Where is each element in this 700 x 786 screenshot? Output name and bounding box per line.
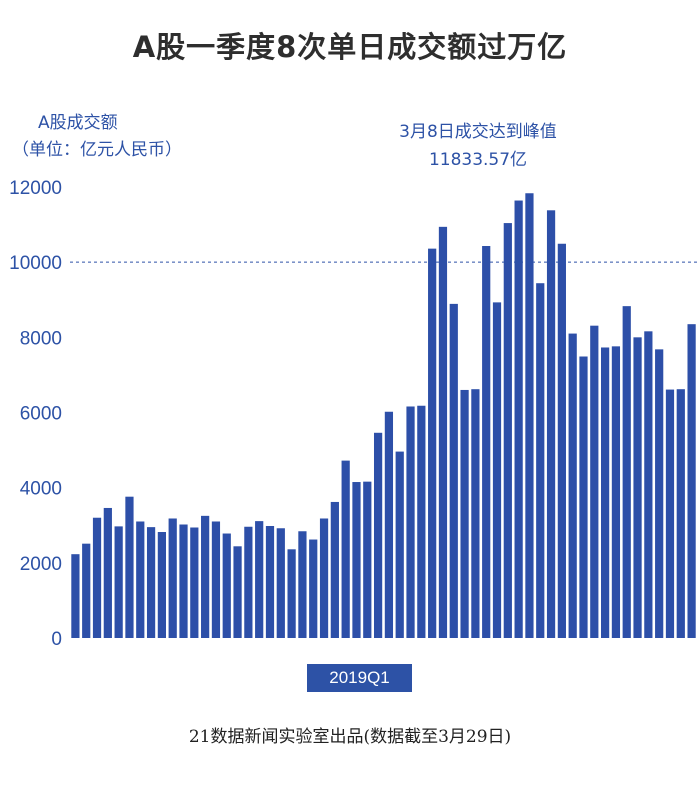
bar <box>601 347 610 638</box>
bar <box>341 460 350 638</box>
bar <box>633 337 642 638</box>
y-axis-label: A股成交额 （单位：亿元人民币） <box>12 110 182 164</box>
bar <box>687 324 696 638</box>
bar <box>546 210 556 639</box>
bar <box>655 349 664 638</box>
x-axis-label: 2019Q1 <box>307 664 412 692</box>
bar <box>579 356 588 638</box>
bar <box>276 528 285 638</box>
bar <box>352 482 361 638</box>
bar <box>590 325 599 638</box>
bar <box>438 226 448 638</box>
bar <box>503 223 512 638</box>
y-tick-label: 8000 <box>20 328 62 349</box>
bar <box>157 532 166 638</box>
bar-series <box>71 193 696 639</box>
bar <box>136 521 145 638</box>
bar <box>244 526 253 638</box>
bar <box>644 331 653 638</box>
bar <box>536 283 545 638</box>
peak-annotation: 3月8日成交达到峰值 11833.57亿 <box>348 118 608 174</box>
peak-annotation-line1: 3月8日成交达到峰值 <box>399 122 557 142</box>
bar <box>233 546 242 638</box>
bar <box>319 518 329 638</box>
bar <box>471 389 480 638</box>
bar <box>330 501 339 638</box>
y-tick-label: 12000 <box>9 178 62 199</box>
y-axis-label-line2: （单位：亿元人民币） <box>12 140 182 160</box>
bar <box>201 515 210 638</box>
peak-annotation-line2: 11833.57亿 <box>428 150 528 170</box>
y-tick-label: 0 <box>51 629 62 650</box>
bar <box>395 451 404 638</box>
bar <box>265 526 275 638</box>
chart-title: A股一季度8次单日成交额过万亿 <box>132 30 568 64</box>
y-tick-label: 2000 <box>20 554 62 575</box>
bar <box>82 543 91 638</box>
source-note: 21数据新闻实验室出品(数据截至3月29日) <box>188 727 512 747</box>
bar <box>676 389 685 638</box>
bar <box>514 200 523 638</box>
bar <box>179 524 188 638</box>
bar <box>114 526 123 638</box>
bar <box>298 531 307 638</box>
bar <box>373 432 383 638</box>
bar <box>255 521 264 638</box>
y-axis-ticks: 0 2000 4000 6000 8000 10000 12000 <box>9 178 62 650</box>
bar <box>482 246 491 638</box>
bar <box>449 303 458 638</box>
bar <box>428 248 437 638</box>
bar <box>611 346 621 638</box>
bar <box>211 521 221 638</box>
y-tick-label: 4000 <box>20 479 62 500</box>
bar <box>146 527 156 638</box>
bar <box>557 243 566 638</box>
bar <box>568 333 577 638</box>
y-tick-label: 10000 <box>9 253 62 274</box>
bar <box>190 527 199 638</box>
bar <box>363 481 372 638</box>
bar <box>406 406 415 638</box>
bar-chart: 0 2000 4000 6000 8000 10000 12000 <box>9 178 697 650</box>
bar <box>417 405 426 638</box>
bar <box>309 539 318 638</box>
bar <box>103 507 112 638</box>
bar <box>492 302 502 638</box>
bar <box>168 518 177 638</box>
bar <box>92 517 102 638</box>
bar <box>460 389 469 638</box>
y-tick-label: 6000 <box>20 404 62 425</box>
bar <box>287 549 296 638</box>
bar <box>125 496 134 638</box>
y-axis-label-line1: A股成交额 <box>38 113 118 133</box>
bar <box>71 554 80 638</box>
bar <box>384 411 394 638</box>
bar <box>622 306 631 638</box>
bar <box>665 389 675 638</box>
bar <box>525 193 534 638</box>
bar <box>222 533 231 638</box>
